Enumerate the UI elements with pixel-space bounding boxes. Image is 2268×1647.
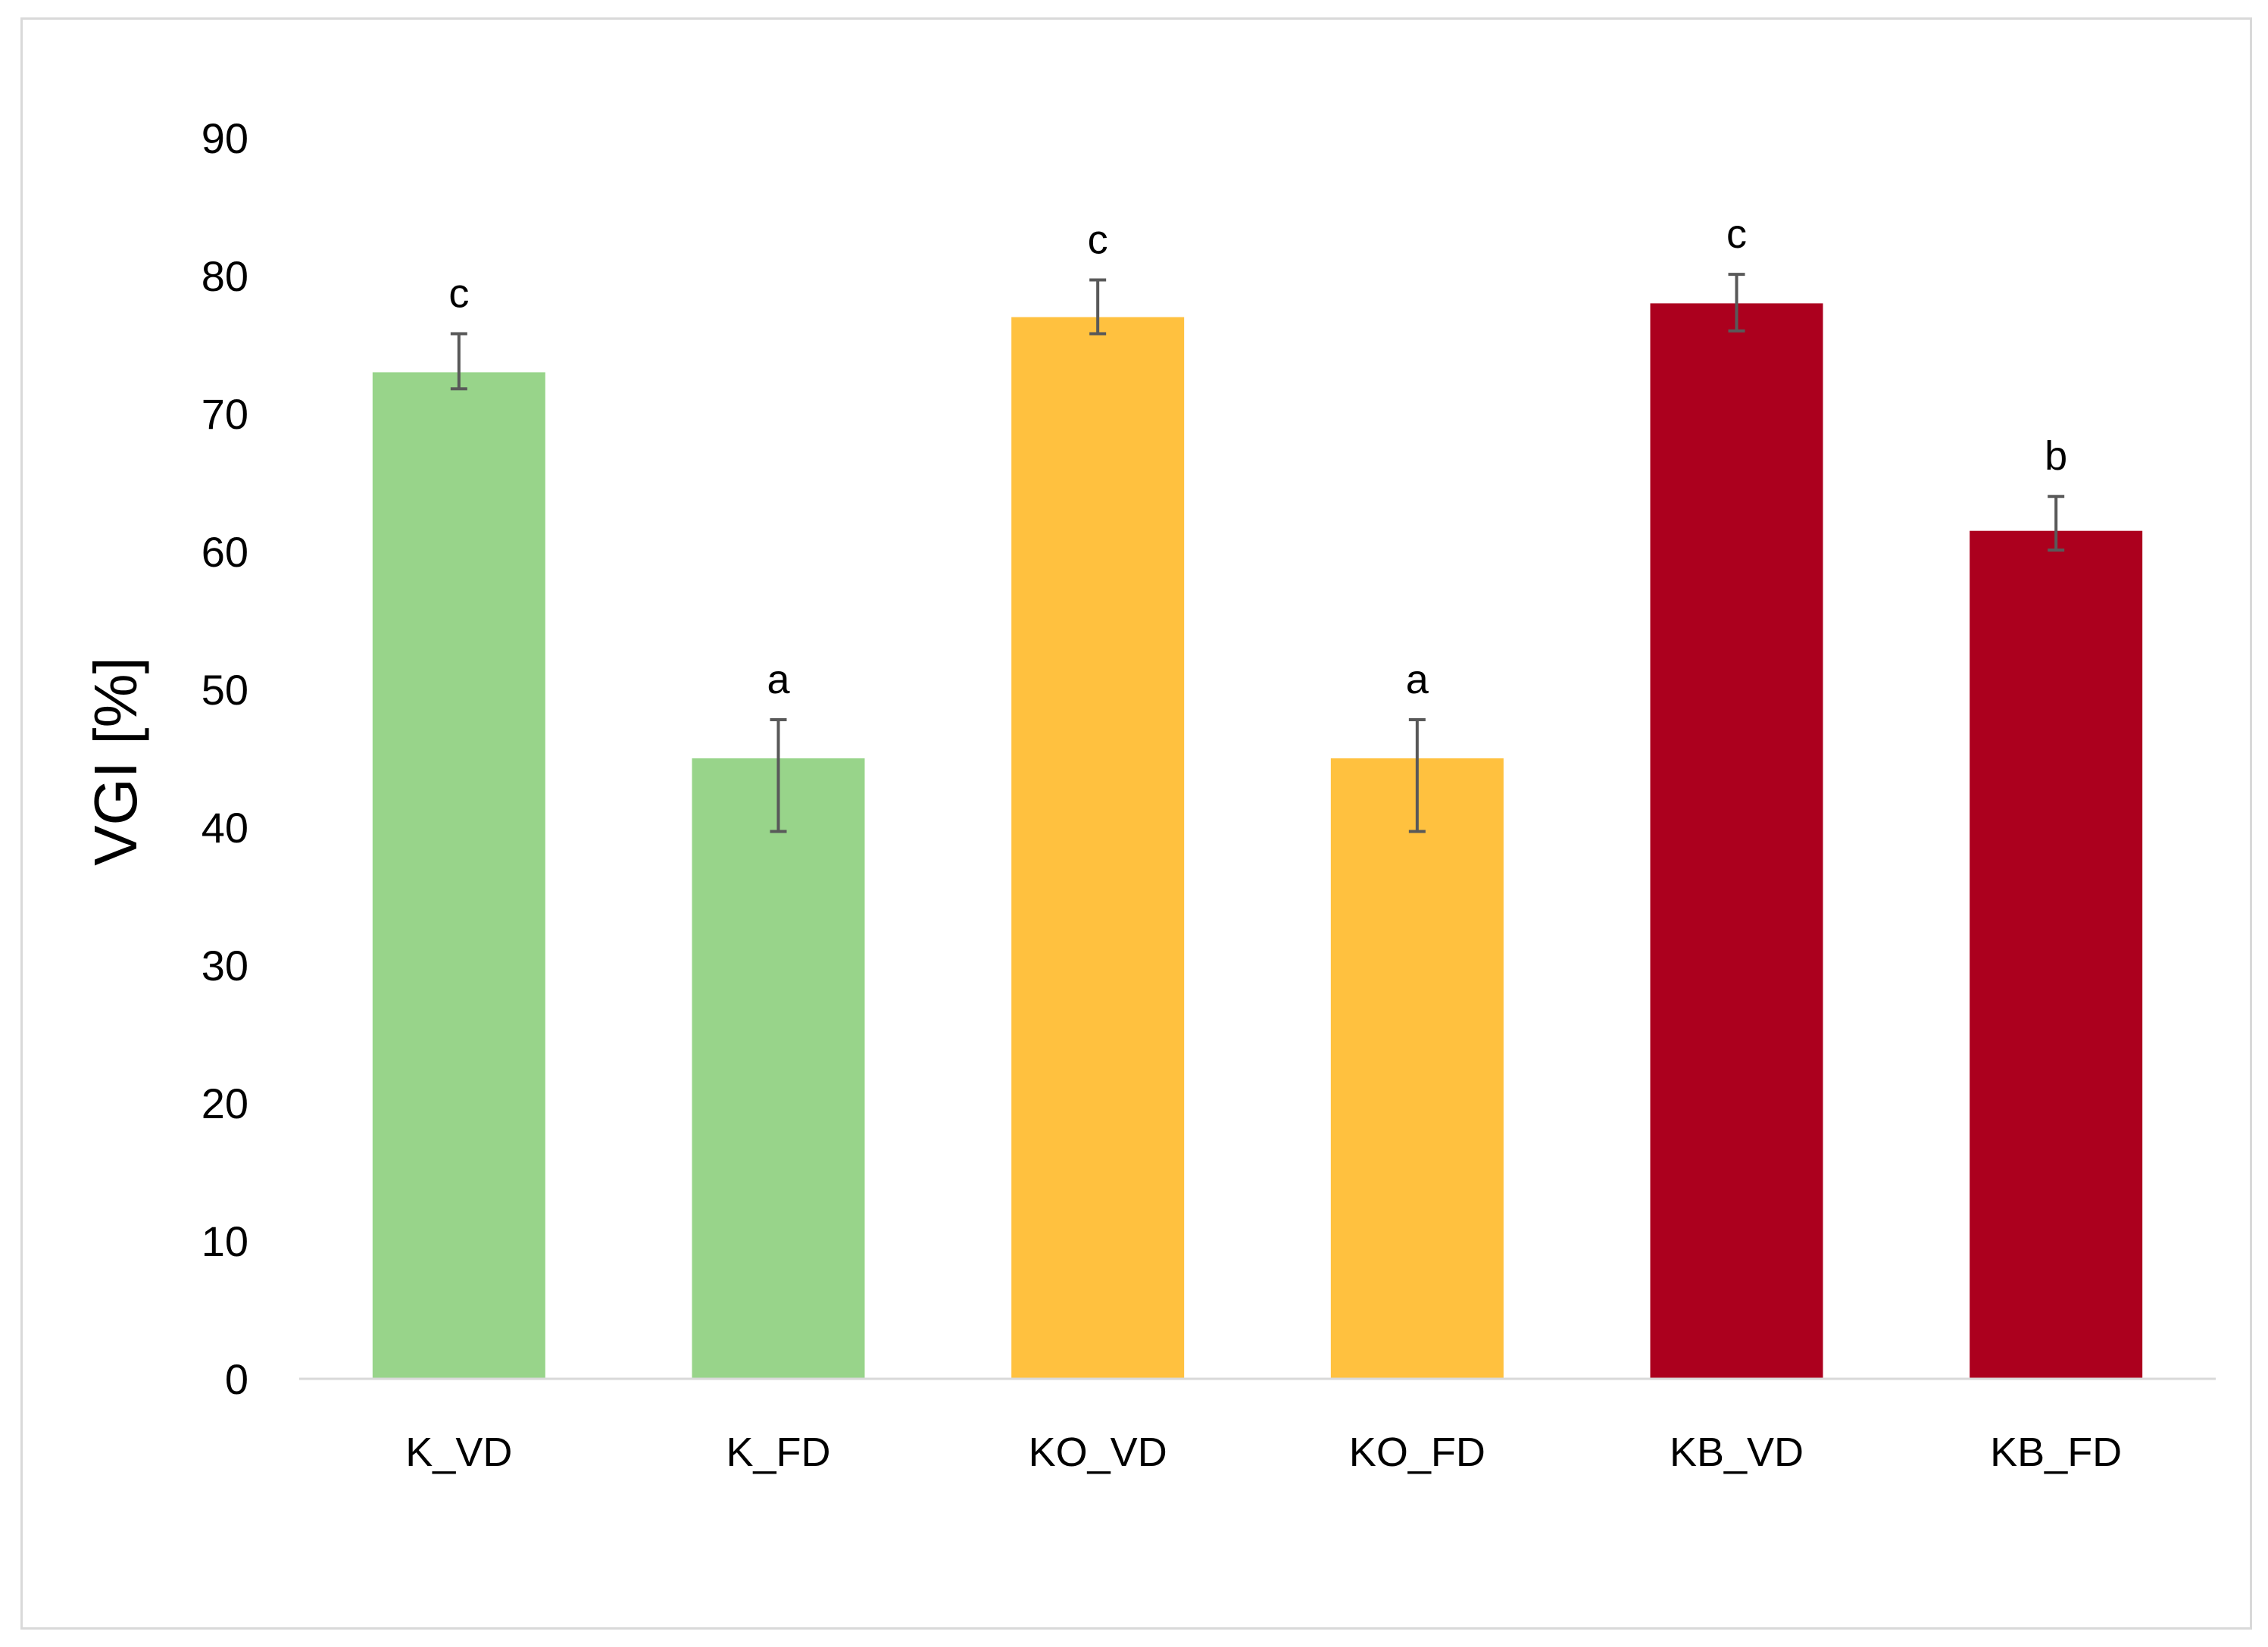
significance-letter: a <box>1406 657 1429 702</box>
x-category-label: KB_FD <box>1990 1430 2122 1475</box>
significance-letters-group: c a c a c b <box>448 211 2067 702</box>
x-category-label: K_FD <box>726 1430 830 1475</box>
y-tick-label: 50 <box>201 666 248 714</box>
error-bar <box>2048 495 2065 552</box>
y-axis-title: VGI [%] <box>82 657 149 866</box>
bar <box>692 758 865 1379</box>
bars-group <box>372 303 2143 1380</box>
significance-letter: a <box>767 657 790 702</box>
error-bar <box>770 718 787 833</box>
error-bar <box>1728 273 1745 333</box>
y-tick-label: 30 <box>201 942 248 989</box>
y-tick-label: 10 <box>201 1217 248 1265</box>
bar <box>372 372 545 1379</box>
y-tick-label: 70 <box>201 390 248 438</box>
y-tick-label: 80 <box>201 252 248 300</box>
bar <box>1011 317 1185 1380</box>
bar <box>1970 530 2143 1380</box>
y-tick-label: 60 <box>201 528 248 576</box>
x-category-label: K_VD <box>405 1430 512 1475</box>
error-bar <box>1089 278 1107 336</box>
significance-letter: c <box>1726 211 1747 257</box>
y-tick-label: 40 <box>201 804 248 852</box>
error-bar <box>1408 718 1426 833</box>
x-axis-labels: K_VD K_FD KO_VD KO_FD KB_VD KB_FD <box>405 1430 2122 1475</box>
y-tick-label: 20 <box>201 1080 248 1127</box>
y-tick-label: 0 <box>225 1355 248 1403</box>
y-tick-label: 90 <box>201 114 248 162</box>
significance-letter: b <box>2045 433 2067 479</box>
x-category-label: KB_VD <box>1670 1430 1804 1475</box>
significance-letter: c <box>448 270 469 316</box>
y-axis-ticks: 0 10 20 30 40 50 60 70 80 90 <box>201 114 248 1403</box>
bar <box>1650 303 1823 1379</box>
x-category-label: KO_VD <box>1029 1430 1167 1475</box>
x-category-label: KO_FD <box>1349 1430 1485 1475</box>
significance-letter: c <box>1088 217 1108 262</box>
error-bar <box>450 332 467 391</box>
bar <box>1330 758 1504 1379</box>
error-bars-group <box>450 273 2065 833</box>
